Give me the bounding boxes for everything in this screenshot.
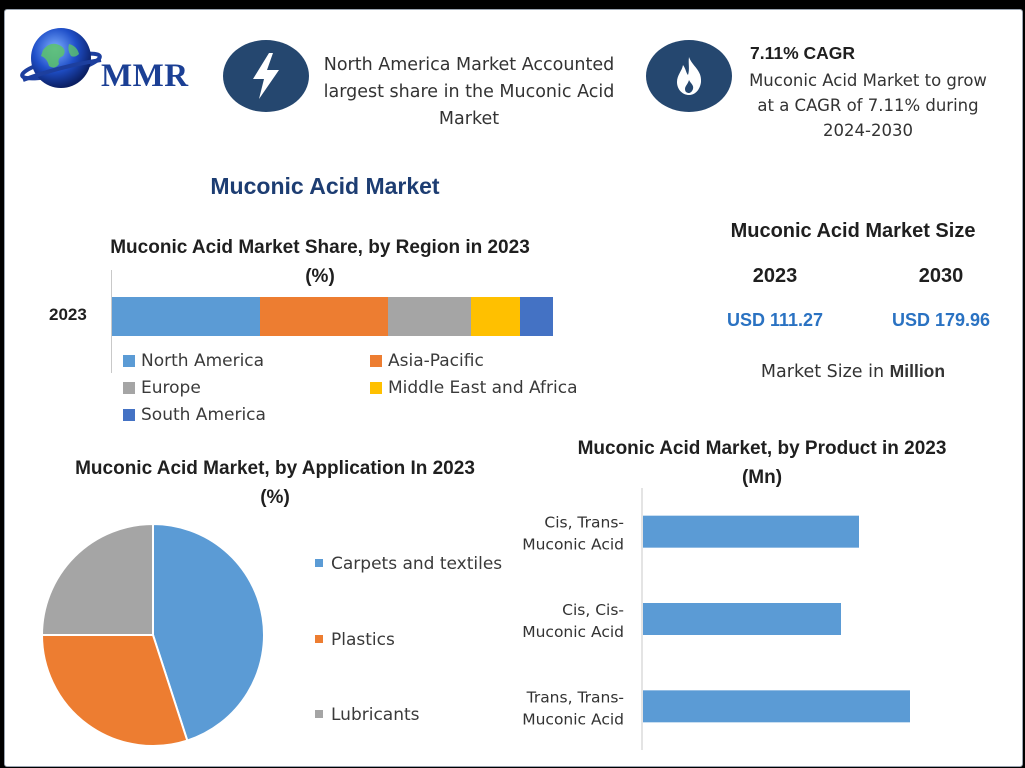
legend-swatch [123, 382, 135, 394]
market-size-year-end: 2030 [918, 265, 964, 287]
market-size-unit-bold: Million [889, 361, 946, 381]
legend-label: Middle East and Africa [388, 378, 578, 398]
infographic-panel: MMR North America Market Accounted large… [4, 9, 1023, 767]
pie-slice-lubricants [40, 522, 154, 636]
legend-item-europe: Europe [123, 378, 201, 398]
lightning-badge [223, 40, 309, 112]
region-chart-title: Muconic Acid Market Share, by Region in … [110, 237, 530, 287]
legend-label: Plastics [331, 630, 395, 650]
brand-logo-text: MMR [101, 58, 189, 94]
application-legend: Carpets and textiles Plastics Lubricants [315, 550, 515, 740]
pie-slice-plastics [40, 634, 189, 747]
legend-item-north-america: North America [123, 351, 264, 371]
lightning-bolt-icon [253, 53, 279, 99]
product-bar-cis-trans-muconic-acid [643, 515, 859, 548]
legend-item-south-america: South America [123, 405, 266, 425]
market-size-title: Muconic Acid Market Size [730, 220, 976, 242]
bar-segment-asia-pacific [259, 297, 388, 336]
legend-label: Asia-Pacific [388, 351, 484, 371]
product-category-label: Cis, Trans-Muconic Acid [522, 514, 624, 554]
legend-swatch [123, 355, 135, 367]
legend-item-carpets-and-textiles: Carpets and textiles [315, 554, 502, 574]
market-size-year-start: 2023 [752, 265, 798, 287]
cagr-description: Muconic Acid Market to grow at a CAGR of… [749, 71, 987, 140]
legend-swatch [123, 409, 135, 421]
legend-label: Carpets and textiles [331, 554, 503, 574]
bar-segment-north-america [112, 297, 260, 336]
bar-segment-south-america [519, 297, 553, 336]
headline-text: North America Market Accounted largest s… [323, 55, 615, 129]
legend-swatch [315, 559, 323, 567]
legend-swatch [315, 635, 323, 643]
bar-segment-middle-east-and-africa [471, 297, 520, 336]
application-pie-chart [40, 522, 265, 747]
globe-logo-icon [20, 28, 102, 88]
product-chart-title: Muconic Acid Market, by Product in 2023 … [577, 438, 947, 488]
market-size-value-end: USD 179.96 [891, 310, 991, 330]
region-stacked-bar [112, 297, 553, 336]
cagr-title: 7.11% CAGR [750, 43, 856, 63]
market-size-unit-prefix: Market Size in [760, 362, 890, 382]
product-category-label: Cis, Cis-Muconic Acid [522, 601, 624, 641]
page-title: Muconic Acid Market [210, 173, 440, 199]
bar-segment-europe [387, 297, 472, 336]
legend-label: Europe [141, 378, 201, 398]
region-chart-axis [111, 270, 112, 373]
flame-icon [677, 57, 702, 95]
legend-label: North America [141, 351, 265, 371]
product-bar-chart: Cis, Trans-Muconic Acid Cis, Cis-Muconic … [522, 488, 910, 750]
product-category-label: Trans, Trans-Muconic Acid [522, 688, 624, 728]
pie-slice-carpets-and-textiles [152, 522, 265, 742]
flame-badge [646, 40, 732, 112]
legend-swatch [315, 710, 323, 718]
market-size-unit: Market Size in Million [705, 361, 1001, 382]
region-category-label: 2023 [49, 305, 87, 324]
legend-item-plastics: Plastics [315, 630, 395, 650]
legend-label: South America [141, 405, 266, 425]
market-size-value-start: USD 111.27 [726, 310, 824, 330]
legend-item-lubricants: Lubricants [315, 705, 420, 725]
legend-swatch [370, 382, 382, 394]
product-bar-trans-trans-muconic-acid [643, 690, 910, 723]
legend-label: Lubricants [331, 705, 420, 725]
legend-swatch [370, 355, 382, 367]
product-bar-cis-cis-muconic-acid [643, 603, 841, 635]
application-chart-title: Muconic Acid Market, by Application In 2… [75, 458, 475, 508]
region-legend: North America Asia-Pacific Europe Middle Ea… [123, 351, 603, 431]
legend-item-asia-pacific: Asia-Pacific [370, 351, 484, 371]
legend-item-middle-east-and-africa: Middle East and Africa [370, 378, 578, 398]
